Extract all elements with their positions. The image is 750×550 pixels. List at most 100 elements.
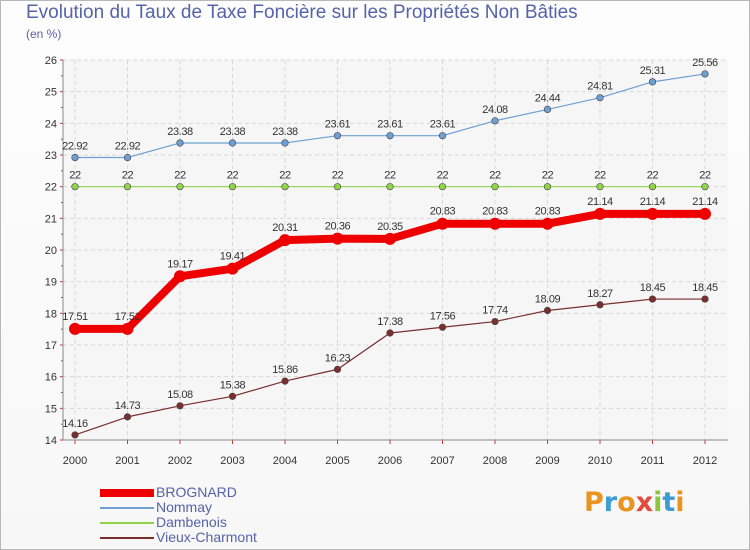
unit-label: (en %) (26, 27, 62, 41)
data-label-nommay: 23.38 (220, 126, 246, 138)
data-point-vieux-charmont (176, 402, 184, 410)
data-label-vieux-charmont: 18.09 (535, 293, 561, 305)
logo-letter: o (617, 487, 636, 518)
x-tick-label: 2008 (483, 455, 507, 467)
data-label-brognard: 17.51 (62, 311, 88, 323)
logo-letter: t (662, 487, 676, 518)
data-label-brognard: 17.51 (115, 311, 141, 323)
data-label-dambenois: 22 (122, 170, 134, 182)
data-point-dambenois (438, 183, 447, 191)
data-point-brognard (331, 232, 344, 245)
legend-item-nommay: Nommay (100, 500, 257, 515)
data-label-dambenois: 22 (384, 170, 396, 182)
logo-letter: r (603, 487, 618, 518)
data-label-dambenois: 22 (594, 170, 606, 182)
legend-label-dambenois: Dambenois (156, 514, 227, 530)
data-label-dambenois: 22 (227, 170, 239, 182)
data-point-nommay (648, 78, 657, 86)
data-label-vieux-charmont: 18.45 (692, 282, 718, 294)
data-label-dambenois: 22 (647, 170, 659, 182)
data-point-vieux-charmont (648, 295, 657, 303)
data-label-brognard: 20.83 (430, 206, 456, 218)
x-tick-label: 2005 (325, 455, 349, 467)
data-point-dambenois (543, 183, 552, 191)
data-point-dambenois (701, 183, 709, 191)
data-label-dambenois: 22 (699, 170, 711, 182)
data-point-vieux-charmont (701, 295, 709, 303)
data-point-nommay (596, 94, 604, 102)
data-point-nommay (281, 139, 289, 147)
data-label-vieux-charmont: 18.45 (640, 282, 666, 294)
data-label-vieux-charmont: 14.73 (115, 400, 141, 412)
data-label-vieux-charmont: 14.16 (62, 418, 88, 430)
data-label-brognard: 20.31 (272, 222, 298, 234)
data-label-brognard: 21.14 (692, 196, 718, 208)
data-point-vieux-charmont (438, 323, 447, 331)
data-label-brognard: 21.14 (587, 196, 613, 208)
data-label-vieux-charmont: 15.38 (220, 379, 246, 391)
data-point-dambenois (123, 183, 132, 191)
data-point-brognard (69, 322, 81, 335)
data-point-brognard (384, 232, 396, 245)
y-tick-label: 21 (45, 213, 57, 225)
data-label-nommay: 22.92 (115, 141, 141, 153)
data-point-nommay (123, 153, 132, 162)
logo-letter: P (584, 487, 604, 518)
y-tick-label: 22 (45, 182, 57, 194)
x-tick-label: 2004 (273, 455, 297, 467)
data-point-nommay (543, 105, 552, 113)
data-label-vieux-charmont: 17.74 (482, 305, 508, 317)
data-point-vieux-charmont (543, 306, 552, 315)
data-point-brognard (279, 234, 291, 247)
data-label-brognard: 20.83 (535, 206, 561, 218)
data-label-dambenois: 22 (489, 170, 501, 182)
y-tick-label: 23 (45, 150, 57, 162)
data-label-nommay: 24.08 (482, 104, 508, 116)
data-label-vieux-charmont: 15.08 (167, 389, 193, 401)
x-tick-label: 2006 (378, 455, 402, 467)
legend-swatch-brognard (100, 489, 154, 497)
data-label-nommay: 23.38 (272, 126, 298, 138)
data-point-brognard (121, 322, 134, 335)
x-tick-label: 2007 (430, 455, 454, 467)
data-point-brognard (489, 217, 501, 230)
legend-item-dambenois: Dambenois (100, 515, 257, 530)
legend-label-nommay: Nommay (156, 499, 213, 515)
legend-item-vieux-charmont: Vieux-Charmont (100, 530, 257, 545)
y-tick-label: 14 (45, 435, 57, 447)
data-point-brognard (541, 217, 554, 230)
data-point-dambenois (491, 183, 499, 191)
data-label-nommay: 23.61 (325, 119, 351, 131)
data-label-dambenois: 22 (542, 170, 554, 182)
data-point-nommay (228, 139, 237, 147)
x-tick-label: 2002 (168, 455, 192, 467)
data-point-brognard (174, 270, 186, 283)
y-tick-label: 24 (45, 118, 57, 130)
chart-title: Evolution du Taux de Taxe Foncière sur l… (26, 2, 578, 23)
data-label-nommay: 22.92 (62, 141, 88, 153)
proxiti-logo: Proxiti (584, 487, 685, 518)
data-point-nommay (333, 132, 342, 140)
x-tick-label: 2010 (588, 455, 612, 467)
data-label-dambenois: 22 (437, 170, 449, 182)
data-point-nommay (71, 153, 79, 162)
data-point-dambenois (333, 183, 342, 191)
data-label-vieux-charmont: 17.38 (377, 316, 403, 328)
data-point-vieux-charmont (123, 413, 132, 421)
x-tick-label: 2012 (693, 455, 717, 467)
data-point-nommay (701, 70, 709, 78)
data-label-dambenois: 22 (332, 170, 344, 182)
legend-swatch-dambenois (100, 522, 154, 524)
data-point-vieux-charmont (333, 365, 342, 373)
data-label-brognard: 21.14 (640, 196, 666, 208)
data-point-vieux-charmont (596, 301, 604, 309)
data-point-nommay (176, 139, 184, 147)
y-tick-label: 17 (45, 340, 57, 352)
y-tick-label: 20 (45, 245, 57, 257)
data-point-vieux-charmont (491, 317, 499, 326)
x-tick-label: 2011 (641, 455, 665, 467)
data-point-brognard (699, 207, 711, 220)
legend-label-vieux-charmont: Vieux-Charmont (156, 529, 257, 545)
legend: BROGNARD Nommay Dambenois Vieux-Charmont (100, 485, 257, 545)
data-label-vieux-charmont: 16.23 (325, 352, 351, 364)
